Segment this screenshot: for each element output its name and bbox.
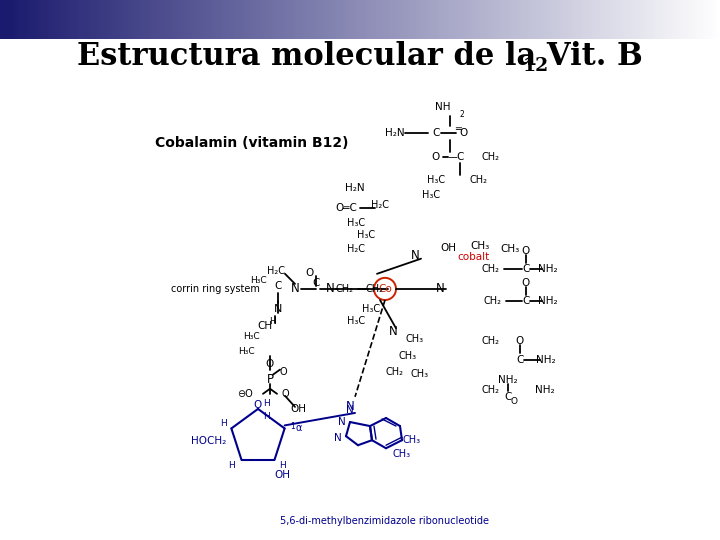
Text: CH₂: CH₂: [481, 385, 499, 395]
Text: O: O: [306, 268, 314, 278]
Text: 1: 1: [290, 422, 295, 431]
Text: H: H: [263, 413, 269, 422]
Text: O: O: [510, 397, 518, 407]
Text: NH₂: NH₂: [535, 385, 555, 395]
Text: CH₂: CH₂: [366, 284, 384, 294]
Text: 5,6-di-methylbenzimidazole ribonucleotide: 5,6-di-methylbenzimidazole ribonucleotid…: [280, 516, 489, 526]
Text: H₂C: H₂C: [371, 200, 389, 210]
Text: H₃C: H₃C: [347, 316, 365, 326]
Text: NH₂: NH₂: [536, 355, 556, 365]
Text: O: O: [279, 367, 287, 376]
Text: P: P: [266, 373, 274, 386]
Text: O: O: [522, 278, 530, 288]
Text: H₂C: H₂C: [347, 244, 365, 254]
Text: OH: OH: [274, 470, 290, 480]
Text: H₃C: H₃C: [238, 347, 255, 356]
Text: ⊖O: ⊖O: [238, 389, 253, 399]
Text: CH₂: CH₂: [481, 264, 499, 274]
Text: 12: 12: [523, 57, 549, 76]
Text: N: N: [389, 325, 397, 338]
Text: CH₃: CH₃: [406, 334, 424, 345]
Text: N: N: [346, 400, 354, 414]
Text: CH₃: CH₃: [470, 241, 490, 251]
Text: N: N: [410, 249, 419, 262]
Text: O: O: [522, 246, 530, 255]
Text: Estructura molecular de la Vit. B: Estructura molecular de la Vit. B: [77, 41, 643, 72]
Text: corrin ring system: corrin ring system: [171, 284, 259, 294]
Text: NH: NH: [434, 103, 450, 112]
Text: CH: CH: [257, 321, 272, 331]
Text: C: C: [522, 264, 530, 274]
Text: cobalt: cobalt: [457, 252, 489, 262]
Text: O: O: [516, 336, 524, 346]
Text: C: C: [522, 296, 530, 306]
Text: —: —: [447, 152, 457, 162]
Text: N: N: [334, 433, 342, 443]
Text: CH₂: CH₂: [483, 296, 501, 306]
Text: CH₂: CH₂: [481, 152, 499, 162]
Text: O: O: [282, 389, 289, 399]
Text: H₂N: H₂N: [385, 127, 405, 138]
Text: 2: 2: [459, 111, 464, 119]
Text: α: α: [295, 423, 302, 434]
Text: H₃C: H₃C: [427, 175, 445, 185]
Text: CH₃: CH₃: [411, 369, 429, 379]
Text: N: N: [338, 417, 346, 427]
Text: H₃C: H₃C: [357, 231, 375, 240]
Text: Co: Co: [378, 284, 392, 294]
Text: O: O: [254, 400, 262, 410]
Text: H₂N: H₂N: [345, 183, 365, 193]
Text: CH₃: CH₃: [403, 435, 421, 445]
Text: H: H: [263, 400, 269, 408]
Text: NH₂: NH₂: [538, 296, 558, 306]
Text: C: C: [274, 281, 282, 291]
Text: C: C: [516, 355, 523, 365]
Text: H: H: [220, 419, 227, 428]
Bar: [0, 0, 13, 39]
Text: CH₂: CH₂: [386, 367, 404, 376]
Text: H₂C: H₂C: [267, 266, 285, 276]
Text: N: N: [436, 282, 444, 295]
Text: H₃C: H₃C: [243, 332, 260, 341]
Text: H₃C: H₃C: [347, 218, 365, 228]
Text: C: C: [312, 278, 320, 288]
Text: N: N: [325, 282, 334, 295]
Text: CH₃: CH₃: [500, 244, 520, 254]
Text: CH₂: CH₂: [469, 175, 487, 185]
Text: CH₂: CH₂: [336, 284, 354, 294]
Text: ═: ═: [455, 125, 461, 134]
Text: CH₂: CH₂: [481, 336, 499, 346]
Text: NH₂: NH₂: [538, 264, 558, 274]
Text: H: H: [279, 461, 286, 470]
Text: O: O: [266, 359, 274, 368]
Text: C: C: [432, 127, 440, 138]
Text: OH: OH: [290, 404, 306, 414]
Text: O═C: O═C: [335, 203, 357, 213]
Text: N: N: [274, 304, 282, 314]
Text: O: O: [460, 127, 468, 138]
Text: C: C: [456, 152, 464, 162]
Text: H₃C: H₃C: [362, 304, 380, 314]
Text: CH₃: CH₃: [393, 449, 411, 460]
Text: OH: OH: [440, 242, 456, 253]
Text: H₃C: H₃C: [251, 276, 267, 285]
Text: H: H: [228, 461, 235, 470]
Text: CH₃: CH₃: [399, 352, 417, 361]
Text: H: H: [269, 316, 275, 326]
Text: H₃C: H₃C: [422, 190, 440, 200]
Text: NH₂: NH₂: [498, 375, 518, 384]
Text: N: N: [291, 282, 300, 295]
Text: C: C: [504, 392, 512, 402]
Text: O: O: [432, 152, 440, 162]
Text: HOCH₂: HOCH₂: [191, 436, 226, 446]
Text: Cobalamin (vitamin B12): Cobalamin (vitamin B12): [155, 136, 348, 150]
Text: N: N: [346, 405, 354, 415]
